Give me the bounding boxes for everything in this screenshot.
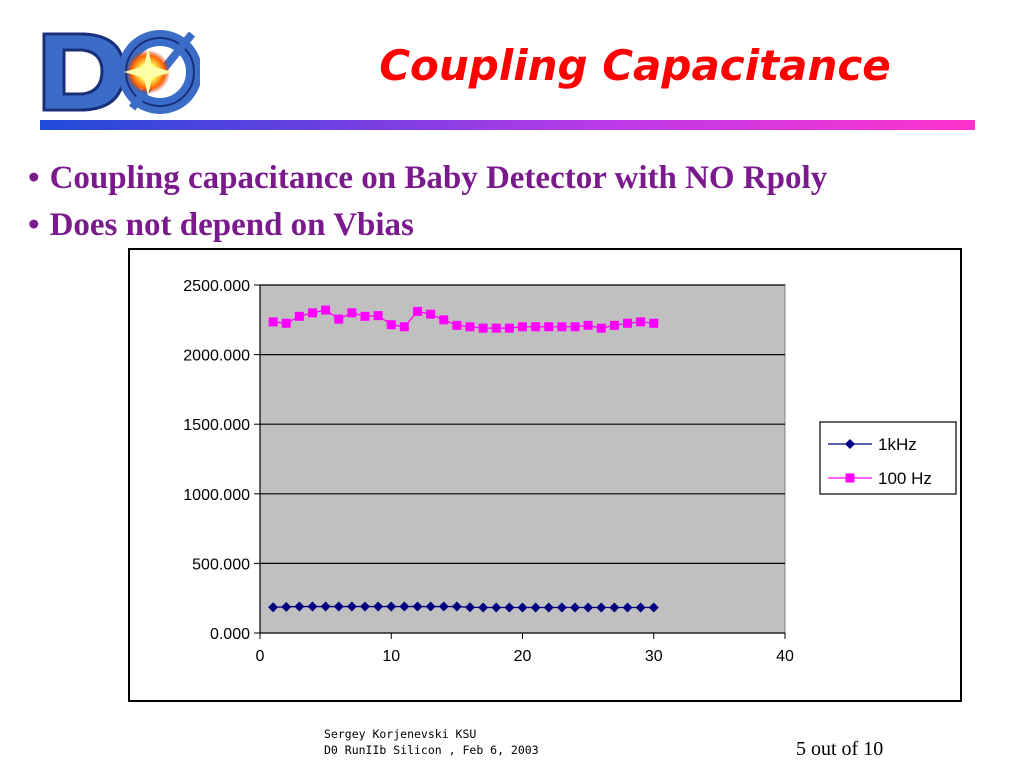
data-point [570, 322, 580, 332]
x-tick-label: 40 [776, 648, 794, 665]
y-tick-label: 2000.000 [183, 348, 250, 365]
data-point [544, 322, 554, 332]
data-point [635, 602, 646, 613]
data-point [491, 323, 501, 333]
data-point [426, 309, 436, 319]
data-point [386, 601, 397, 612]
data-point [465, 322, 475, 332]
chart-container: 0.000 500.000 1000.000 1500.000 2000.000 2500… [128, 248, 962, 702]
bullet-item: • Does not depend on Vbias [28, 205, 414, 245]
bullet-dot: • [28, 207, 40, 243]
bullet-text: Does not depend on Vbias [49, 207, 414, 243]
bullet-dot: • [28, 160, 40, 196]
data-point [609, 320, 619, 330]
data-point [413, 306, 422, 316]
data-point [321, 305, 331, 315]
legend-marker [845, 473, 855, 483]
data-point [491, 602, 502, 613]
data-point [307, 601, 318, 612]
data-point [399, 322, 409, 332]
data-point [333, 601, 344, 612]
footer-credits: Sergey Korjenevski KSU D0 RunIIb Silicon… [324, 726, 539, 758]
data-point [583, 602, 594, 613]
data-point [465, 602, 475, 613]
bullet-item: • Coupling capacitance on Baby Detector w… [28, 158, 827, 198]
data-point [373, 601, 384, 612]
data-point [504, 602, 515, 613]
data-point [438, 601, 449, 612]
data-point [268, 602, 279, 613]
y-tick-label: 2500.000 [183, 278, 250, 295]
data-point [320, 601, 331, 612]
data-point [294, 311, 304, 321]
x-tick-label: 0 [256, 648, 265, 665]
data-point [347, 308, 357, 318]
title-divider [40, 120, 975, 130]
data-point [596, 323, 606, 333]
data-point [556, 602, 567, 613]
data-point [373, 311, 383, 321]
data-point [531, 322, 541, 332]
data-point [425, 601, 436, 612]
y-tick-label: 500.000 [192, 556, 250, 573]
data-point [360, 601, 370, 612]
legend-label: 1kHz [878, 435, 917, 454]
x-tick-label: 10 [382, 648, 400, 665]
data-point [543, 602, 554, 613]
data-point [504, 323, 514, 333]
data-point [308, 308, 317, 318]
data-point [583, 320, 593, 330]
footer-author: Sergey Korjenevski KSU [324, 727, 477, 741]
data-point [294, 601, 305, 612]
data-point [478, 323, 488, 333]
data-point [360, 311, 370, 321]
data-point [439, 315, 449, 325]
data-point [281, 601, 292, 612]
data-point [648, 602, 659, 613]
d0-logo-icon [42, 30, 200, 114]
bullet-text: Coupling capacitance on Baby Detector wi… [49, 160, 828, 196]
data-point [412, 601, 423, 612]
legend-label: 100 Hz [878, 469, 932, 488]
legend-marker [845, 439, 855, 449]
x-tick-label: 20 [514, 648, 532, 665]
y-tick-label: 0.000 [210, 626, 250, 643]
legend-box [819, 421, 957, 495]
slide-title: Coupling Capacitance [379, 41, 891, 90]
data-point [596, 602, 607, 613]
plot-area [259, 284, 786, 634]
data-point [649, 318, 659, 328]
page-number: 5 out of 10 [796, 738, 884, 760]
data-point [346, 601, 357, 612]
data-point [451, 601, 462, 612]
footer-event: D0 RunIIb Silicon , Feb 6, 2003 [324, 743, 539, 757]
data-point [268, 317, 278, 327]
data-point [386, 320, 396, 330]
data-point [636, 317, 646, 327]
data-point [334, 314, 344, 324]
data-point [518, 322, 527, 332]
data-point [517, 602, 528, 613]
data-point [623, 318, 632, 328]
data-point [478, 602, 489, 613]
y-tick-label: 1500.000 [183, 417, 250, 434]
data-point [609, 602, 620, 613]
data-point [557, 322, 567, 332]
data-point [530, 602, 541, 613]
data-point [622, 602, 633, 613]
data-point [452, 320, 462, 330]
data-point [281, 318, 291, 328]
x-tick-label: 30 [645, 648, 663, 665]
data-point [570, 602, 580, 613]
y-tick-label: 1000.000 [183, 487, 250, 504]
line-chart: 0.000 500.000 1000.000 1500.000 2000.000 2500… [183, 278, 957, 665]
data-point [399, 601, 410, 612]
